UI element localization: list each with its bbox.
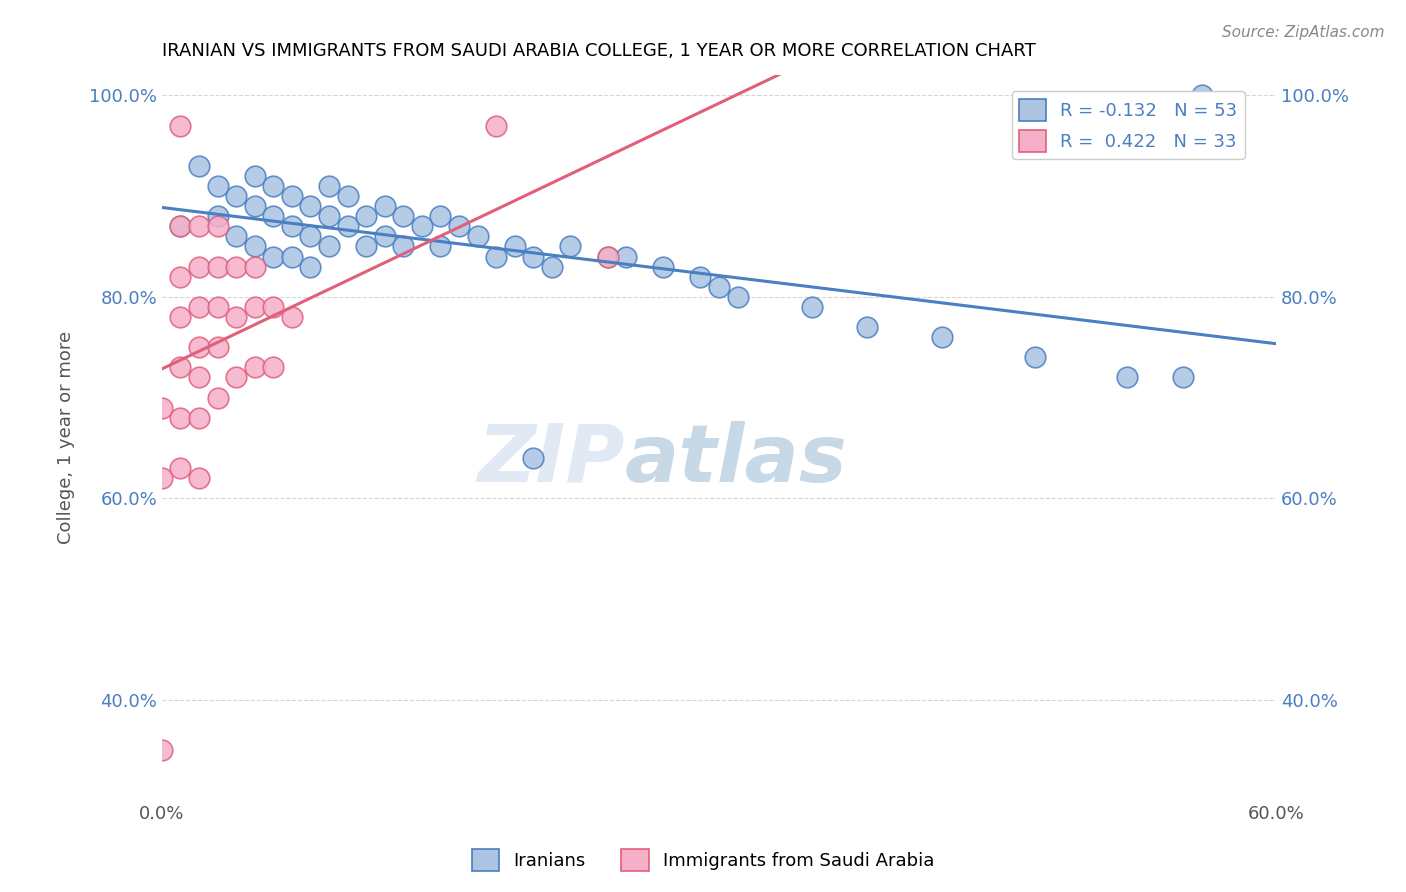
- Point: [281, 219, 304, 234]
- Point: [447, 219, 470, 234]
- Point: [411, 219, 433, 234]
- Point: [707, 280, 730, 294]
- Point: [262, 179, 284, 194]
- Point: [169, 461, 191, 475]
- Point: [150, 401, 173, 415]
- Point: [614, 250, 637, 264]
- Point: [299, 199, 322, 213]
- Point: [336, 189, 359, 203]
- Point: [429, 209, 451, 223]
- Point: [169, 219, 191, 234]
- Point: [225, 370, 247, 384]
- Point: [243, 239, 266, 253]
- Point: [207, 179, 229, 194]
- Point: [262, 360, 284, 375]
- Point: [931, 330, 953, 344]
- Point: [467, 229, 489, 244]
- Point: [299, 229, 322, 244]
- Point: [281, 250, 304, 264]
- Point: [188, 340, 211, 354]
- Point: [1191, 88, 1213, 103]
- Point: [318, 179, 340, 194]
- Point: [560, 239, 582, 253]
- Text: atlas: atlas: [624, 421, 846, 499]
- Point: [336, 219, 359, 234]
- Point: [485, 119, 508, 133]
- Point: [207, 340, 229, 354]
- Point: [188, 219, 211, 234]
- Y-axis label: College, 1 year or more: College, 1 year or more: [58, 331, 75, 544]
- Point: [652, 260, 675, 274]
- Text: IRANIAN VS IMMIGRANTS FROM SAUDI ARABIA COLLEGE, 1 YEAR OR MORE CORRELATION CHAR: IRANIAN VS IMMIGRANTS FROM SAUDI ARABIA …: [162, 42, 1036, 60]
- Point: [392, 239, 415, 253]
- Point: [485, 250, 508, 264]
- Point: [150, 743, 173, 757]
- Point: [243, 360, 266, 375]
- Point: [262, 300, 284, 314]
- Point: [522, 451, 544, 466]
- Point: [150, 471, 173, 485]
- Point: [243, 169, 266, 183]
- Point: [169, 410, 191, 425]
- Point: [225, 229, 247, 244]
- Point: [188, 300, 211, 314]
- Point: [243, 199, 266, 213]
- Point: [318, 209, 340, 223]
- Point: [207, 209, 229, 223]
- Point: [856, 320, 879, 334]
- Point: [207, 300, 229, 314]
- Point: [188, 370, 211, 384]
- Point: [800, 300, 823, 314]
- Point: [318, 239, 340, 253]
- Text: Source: ZipAtlas.com: Source: ZipAtlas.com: [1222, 25, 1385, 40]
- Point: [354, 239, 377, 253]
- Point: [354, 209, 377, 223]
- Point: [188, 260, 211, 274]
- Point: [1171, 370, 1194, 384]
- Legend: R = -0.132   N = 53, R =  0.422   N = 33: R = -0.132 N = 53, R = 0.422 N = 33: [1011, 92, 1244, 159]
- Point: [207, 391, 229, 405]
- Point: [429, 239, 451, 253]
- Point: [262, 209, 284, 223]
- Point: [596, 250, 619, 264]
- Point: [540, 260, 562, 274]
- Point: [243, 260, 266, 274]
- Point: [225, 260, 247, 274]
- Point: [169, 360, 191, 375]
- Point: [225, 189, 247, 203]
- Point: [374, 199, 396, 213]
- Point: [522, 250, 544, 264]
- Text: ZIP: ZIP: [477, 421, 624, 499]
- Point: [299, 260, 322, 274]
- Legend: Iranians, Immigrants from Saudi Arabia: Iranians, Immigrants from Saudi Arabia: [464, 842, 942, 879]
- Point: [1024, 351, 1046, 365]
- Point: [1116, 370, 1139, 384]
- Point: [392, 209, 415, 223]
- Point: [225, 310, 247, 324]
- Point: [188, 410, 211, 425]
- Point: [169, 219, 191, 234]
- Point: [596, 250, 619, 264]
- Point: [169, 269, 191, 284]
- Point: [207, 219, 229, 234]
- Point: [169, 119, 191, 133]
- Point: [188, 471, 211, 485]
- Point: [188, 159, 211, 173]
- Point: [243, 300, 266, 314]
- Point: [689, 269, 711, 284]
- Point: [207, 260, 229, 274]
- Point: [374, 229, 396, 244]
- Point: [169, 310, 191, 324]
- Point: [727, 290, 749, 304]
- Point: [281, 310, 304, 324]
- Point: [503, 239, 526, 253]
- Point: [262, 250, 284, 264]
- Point: [281, 189, 304, 203]
